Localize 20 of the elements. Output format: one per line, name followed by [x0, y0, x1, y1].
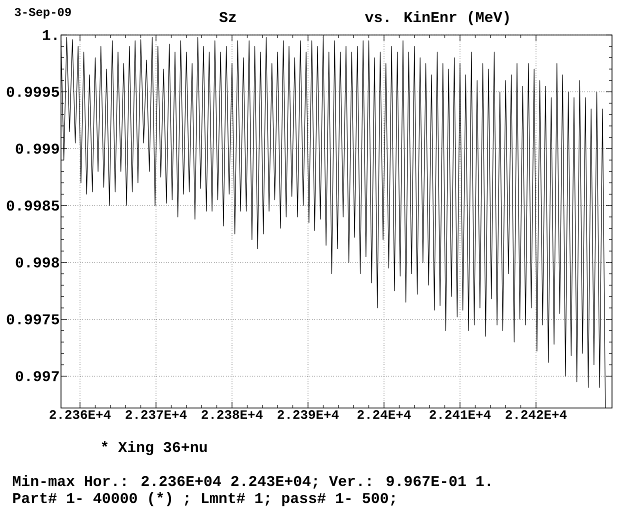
y-tick-label: 0.9985 — [6, 200, 60, 211]
y-axis-title: Sz — [219, 12, 236, 22]
x-tick-label: 2.24E+4 — [358, 410, 411, 419]
x-axis-title: vs. KinEnr (MeV) — [364, 11, 509, 26]
y-tick-label: 0.999 — [16, 144, 59, 154]
text: Min-max Hor.: 2.236E+04 2.243E+04; Ver.: 9.967E-01 1. — [12, 475, 490, 489]
y-tick-label: 0.9995 — [6, 86, 60, 97]
y-tick-label: 0.9975 — [6, 314, 60, 324]
text: Part# 1- 40000 (*) ; Lmnt# 1; pass# 1- 500; — [13, 492, 395, 506]
x-tick-label: 2.237E+4 — [126, 410, 187, 419]
y-tick-label: 0.997 — [16, 371, 59, 382]
text: 3-Sep-09 — [14, 8, 71, 18]
x-tick-label: 2.238E+4 — [202, 410, 263, 419]
y-tick-label: 1. — [42, 30, 56, 40]
x-tick-label: 2.236E+4 — [50, 410, 111, 419]
x-tick-label: 2.241E+4 — [430, 410, 491, 419]
y-tick-label: 0.998 — [16, 257, 60, 268]
x-tick-label: 2.242E+4 — [506, 410, 567, 419]
x-tick-label: 2.239E+4 — [278, 410, 339, 419]
text: * Xing 36+nu — [102, 441, 207, 456]
